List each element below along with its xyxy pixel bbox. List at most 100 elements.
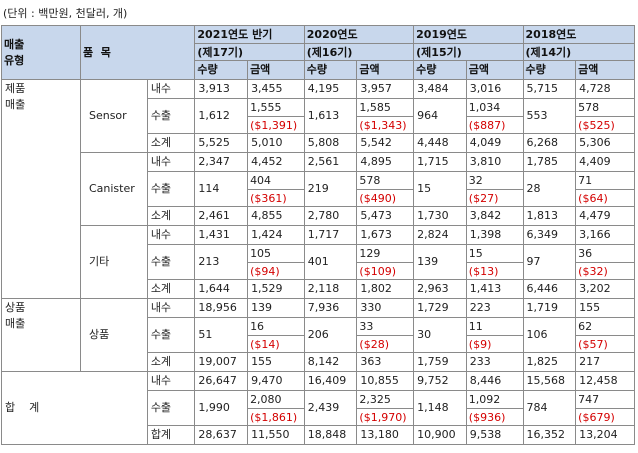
amount-usd: ($27) [467,189,523,206]
amount-cell: 578 ($490) [356,171,415,207]
qty-cell: 1,730 [413,206,467,226]
amount-cell: 1,585 ($1,343) [356,98,415,134]
qty-cell: 28 [522,171,577,207]
qty-cell: 6,446 [522,279,577,299]
table-row: 수출 114 404 ($361) 219 578 ($490) 15 32 ($27) 28 71 (… [2,171,635,207]
qty-cell: 1,785 [522,152,577,172]
amount-cell: 129 ($109) [356,244,415,280]
qty-cell: 2,118 [303,279,358,299]
amount-cell: 1,673 [356,225,415,245]
qty-cell: 18,956 [194,298,249,318]
amount-krw: 105 [250,247,272,260]
amount-cell: 3,842 [465,206,524,226]
amount-cell: 1,398 [465,225,524,245]
amount-cell: 5,473 [356,206,415,226]
amount-cell: 578 ($525) [575,98,635,134]
qty-cell: 3,484 [413,79,467,99]
amount-cell: 13,180 [356,425,415,445]
qty-cell: 1,729 [413,298,467,318]
qty-cell: 5,525 [194,133,249,153]
row-kind-label: 내수 [146,225,196,245]
amount-krw: 129 [359,247,381,260]
qty-cell: 10,900 [413,425,467,445]
amount-krw: 71 [578,174,593,187]
row-kind-label: 내수 [146,79,196,99]
section-type-label: 제품 매출 [1,79,81,299]
qty-cell: 219 [303,171,358,207]
amount-krw: 2,080 [250,393,282,406]
amount-cell: 4,409 [575,152,635,172]
row-kind-label: 소계 [146,352,196,372]
amount-usd: ($887) [467,116,523,133]
header-qty: 수량 [522,60,577,80]
header-period-2021: 2021연도 반기 (제17기) [194,25,305,61]
header-period-2018: 2018연도 (제14기) [522,25,636,61]
header-qty: 수량 [413,60,467,80]
header-amt: 금액 [575,60,635,80]
section-type-label: 상품 매출 [1,298,81,372]
table-row: 제품 매출 Sensor 내수 3,913 3,455 4,195 3,957 3,484 3,… [1,79,635,299]
qty-cell: 18,848 [303,425,358,445]
amount-cell: 747 ($679) [575,390,635,426]
amount-cell: 105 ($94) [247,244,305,280]
amount-cell: 16 ($14) [247,317,305,353]
amount-cell: 4,452 [247,152,305,172]
amount-usd: ($1,343) [357,116,413,133]
amount-krw: 747 [578,393,600,406]
amount-cell: 3,016 [465,79,524,99]
amount-cell: 139 [247,298,305,318]
amount-cell: 233 [465,352,524,372]
qty-cell: 2,347 [194,152,249,172]
qty-cell: 2,461 [194,206,249,226]
qty-cell: 106 [522,317,577,353]
table-row: 소계 5,525 5,010 5,808 5,542 4,448 4,049 6,268 5,3… [2,133,635,153]
qty-cell: 19,007 [194,352,249,372]
amount-usd: ($9) [467,335,523,352]
qty-cell: 97 [522,244,577,280]
qty-cell: 30 [413,317,467,353]
amount-usd: ($109) [357,262,413,279]
qty-cell: 784 [522,390,577,426]
qty-cell: 1,990 [194,390,249,426]
table-body: 제품 매출 Sensor 내수 3,913 3,455 4,195 3,957 3,484 3,… [1,79,635,445]
qty-cell: 3,913 [194,79,249,99]
amount-cell: 8,446 [465,371,524,391]
amount-cell: 1,034 ($887) [465,98,524,134]
amount-cell: 32 ($27) [465,171,524,207]
qty-cell: 2,963 [413,279,467,299]
amount-krw: 1,585 [359,101,391,114]
amount-cell: 2,080 ($1,861) [247,390,305,426]
amount-cell: 4,855 [247,206,305,226]
qty-cell: 7,936 [303,298,358,318]
row-kind-label: 소계 [146,133,196,153]
amount-krw: 11 [468,320,483,333]
amount-krw: 1,034 [468,101,501,114]
amount-cell: 3,810 [465,152,524,172]
amount-usd: ($28) [357,335,413,352]
amount-cell: 3,957 [356,79,415,99]
row-kind-label: 내수 [146,152,196,172]
qty-cell: 1,148 [413,390,467,426]
amount-usd: ($525) [576,116,634,133]
qty-cell: 401 [303,244,358,280]
amount-cell: 330 [356,298,415,318]
amount-cell: 3,202 [575,279,635,299]
qty-cell: 28,637 [194,425,249,445]
item-label: Canister [79,152,148,226]
amount-cell: 9,470 [247,371,305,391]
header-item: 품 목 [79,25,196,80]
amount-cell: 363 [356,352,415,372]
qty-cell: 6,268 [522,133,577,153]
amount-cell: 3,455 [247,79,305,99]
qty-cell: 5,808 [303,133,358,153]
amount-cell: 71 ($64) [575,171,635,207]
amount-cell: 155 [575,298,635,318]
table-row: Canister 내수 2,347 4,452 2,561 4,895 1,715 3,810… [2,152,635,226]
table-row: 소계 1,644 1,529 2,118 1,802 2,963 1,413 6,446 3,2… [2,279,635,299]
row-kind-label: 수출 [146,171,196,207]
row-kind-label: 소계 [146,206,196,226]
amount-cell: 10,855 [356,371,415,391]
row-kind-label: 수출 [146,244,196,280]
amount-cell: 223 [465,298,524,318]
amount-cell: 2,325 ($1,970) [356,390,415,426]
